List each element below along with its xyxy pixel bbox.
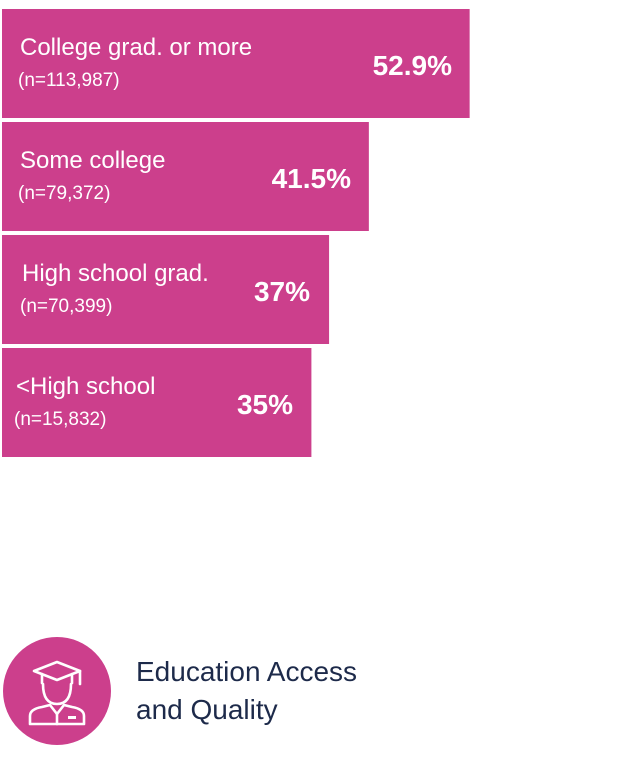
category-label: <High school [16,373,155,400]
bar-high-school-grad [2,235,330,344]
bar-some-college [2,122,369,231]
category-label: High school grad. [22,260,209,287]
sample-size-label: (n=113,987) [18,70,120,91]
category-label: Some college [20,147,165,174]
value-label: 52.9% [373,50,452,81]
bar-college-grad-or-more [2,9,470,118]
sample-size-label: (n=15,832) [14,409,106,430]
bar-group-some-college: Some college (n=79,372) 41.5% [2,122,369,231]
sample-size-label: (n=79,372) [18,183,110,204]
graduate-icon [28,660,86,726]
education-badge [3,637,111,745]
caption: Education Access and Quality [136,653,357,729]
bar-chart: College grad. or more (n=113,987) 52.9% Som… [2,9,470,457]
bar-group-college-grad-or-more: College grad. or more (n=113,987) 52.9% [2,9,470,118]
sample-size-label: (n=70,399) [20,296,112,317]
category-label: College grad. or more [20,34,252,61]
bar-group-high-school-grad: High school grad. (n=70,399) 37% [2,235,330,344]
value-label: 41.5% [272,163,351,194]
value-label: 37% [254,276,310,307]
caption-line-1: Education Access [136,656,358,687]
bar-high-school [2,348,312,457]
caption-line-2: and Quality [136,694,278,725]
bar-group-high-school: <High school (n=15,832) 35% [2,348,312,457]
footer: Education Access and Quality [3,637,357,745]
value-label: 35% [237,389,293,420]
